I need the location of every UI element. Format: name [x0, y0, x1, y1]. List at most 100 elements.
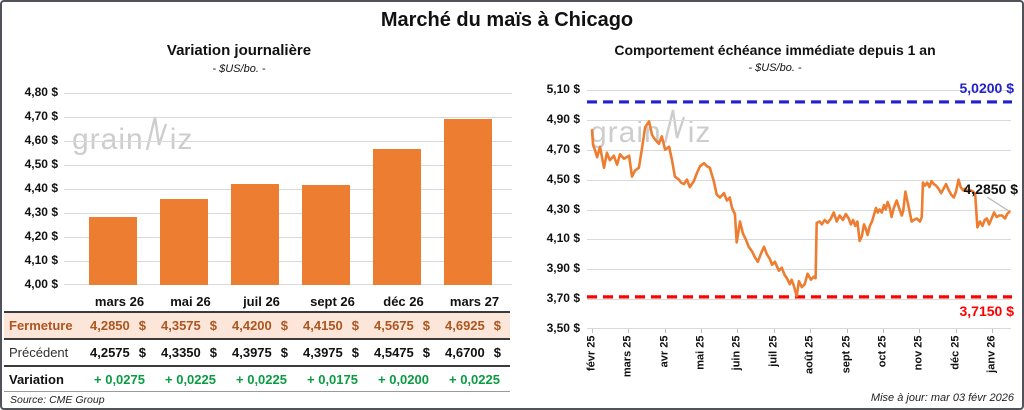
x-tick-mark	[956, 329, 957, 333]
price-value: 4,5675	[374, 318, 414, 333]
gridline	[64, 284, 512, 285]
x-tick-mark	[992, 329, 993, 333]
currency-sign: $	[351, 345, 359, 360]
column-header: juil 26	[243, 294, 280, 309]
column-header: mars 27	[449, 294, 500, 309]
currency-sign: $	[493, 318, 501, 333]
price-value: 4,2850	[90, 318, 130, 333]
y-tick-label: 5,10 $	[546, 82, 580, 96]
gridline	[587, 269, 1011, 270]
x-tick-label: mars 25	[621, 335, 634, 378]
currency-sign: $	[209, 345, 217, 360]
value-cell: 4,4200 $	[226, 318, 297, 333]
gridline	[587, 180, 1011, 181]
x-tick-mark	[810, 329, 811, 333]
price-value: 4,3350	[161, 345, 201, 360]
line-chart-plot	[587, 90, 1012, 329]
currency-sign: $	[209, 318, 217, 333]
value-cell: 4,3975 $	[226, 345, 297, 360]
y-tick-label: 4,40 $	[24, 181, 58, 195]
y-tick-label: 4,30 $	[24, 205, 58, 219]
watermark-text: iz	[687, 116, 712, 149]
y-tick-label: 4,60 $	[24, 133, 58, 147]
y-tick-label: 4,80 $	[24, 85, 58, 99]
y-tick-label: 3,50 $	[546, 321, 580, 335]
value-cell: + 0,0225	[236, 371, 287, 387]
value-cell: + 0,0175	[307, 371, 358, 387]
gridline	[587, 210, 1011, 211]
price-value: 4,3975	[232, 345, 272, 360]
gridline	[587, 239, 1011, 240]
x-tick-mark	[774, 329, 775, 333]
bar-mars 26	[89, 217, 137, 285]
gridline	[587, 328, 1011, 329]
value-cell: 4,3350 $	[155, 345, 226, 360]
column-header: sept 26	[310, 294, 355, 309]
value-cell: 4,6925 $	[439, 318, 510, 333]
value-cell: 4,4150 $	[297, 318, 368, 333]
gridline	[587, 120, 1011, 121]
gridline	[64, 117, 512, 118]
bar-mai 26	[160, 199, 208, 285]
watermark-text: grain	[72, 123, 144, 156]
value-cell: 4,2850 $	[84, 318, 155, 333]
x-tick-mark	[628, 329, 629, 333]
line-chart-title: Comportement échéance immédiate depuis 1…	[614, 42, 936, 58]
price-value: 4,6700	[445, 345, 485, 360]
x-tick-label: janv 26	[985, 335, 998, 373]
x-tick-label: sept 25	[840, 335, 853, 374]
row-label: Précédent	[9, 345, 69, 360]
x-tick-label: juil 25	[767, 335, 780, 367]
table-row: Fermeture 4,2850 $4,3575 $4,4200 $4,4150 $4,5…	[4, 313, 510, 340]
row-label: Fermeture	[9, 318, 73, 333]
value-cell: + 0,0275	[94, 371, 145, 387]
bar-juil 26	[231, 184, 279, 285]
price-value: 4,4150	[303, 318, 343, 333]
value-cell: + 0,0225	[165, 371, 216, 387]
table-row: Variation + 0,0275 + 0,0225 + 0,0225 + 0,017…	[4, 367, 510, 392]
watermark-text: iz	[169, 123, 194, 156]
y-tick-label: 3,90 $	[546, 261, 580, 275]
y-tick-label: 4,70 $	[546, 142, 580, 156]
row-label: Variation	[9, 371, 64, 387]
column-header: mai 26	[170, 294, 211, 309]
y-tick-label: 4,10 $	[546, 231, 580, 245]
gridline	[587, 90, 1011, 91]
currency-sign: $	[280, 345, 288, 360]
bar-chart-title: Variation journalière	[166, 42, 312, 59]
y-tick-label: 4,50 $	[546, 172, 580, 186]
table-row: Précédent 4,2575 $4,3350 $4,3975 $4,3975 $4,5…	[4, 340, 510, 367]
x-tick-label: nov 25	[912, 335, 925, 371]
currency-sign: $	[422, 345, 430, 360]
x-tick-label: août 25	[803, 335, 816, 375]
currency-sign: $	[422, 318, 430, 333]
bar-déc 26	[373, 149, 421, 285]
x-tick-mark	[701, 329, 702, 333]
value-cell: 4,5675 $	[368, 318, 439, 333]
x-tick-label: avr 25	[658, 335, 671, 368]
x-tick-mark	[847, 329, 848, 333]
y-tick-label: 4,00 $	[24, 277, 58, 291]
x-tick-mark	[737, 329, 738, 333]
y-tick-label: 4,10 $	[24, 253, 58, 267]
x-tick-mark	[592, 329, 593, 333]
support-value-label: 3,7150 $	[959, 303, 1015, 319]
column-header: déc 26	[383, 294, 424, 309]
value-cell: 4,3575 $	[155, 318, 226, 333]
y-tick-label: 4,70 $	[24, 109, 58, 123]
last-price-label: 4,2850 $	[963, 181, 1019, 197]
currency-sign: $	[351, 318, 359, 333]
value-cell: 4,3975 $	[297, 345, 368, 360]
value-cell: + 0,0200	[378, 371, 429, 387]
price-value: 4,4200	[232, 318, 272, 333]
bar-mars 27	[444, 119, 492, 285]
price-value: 4,5475	[374, 345, 414, 360]
price-value: 4,2575	[90, 345, 130, 360]
gridline	[64, 189, 512, 190]
gridline	[587, 150, 1011, 151]
gridline	[64, 165, 512, 166]
x-tick-label: oct 25	[876, 335, 889, 368]
resistance-value-label: 5,0200 $	[959, 80, 1015, 96]
value-cell: 4,2575 $	[84, 345, 155, 360]
